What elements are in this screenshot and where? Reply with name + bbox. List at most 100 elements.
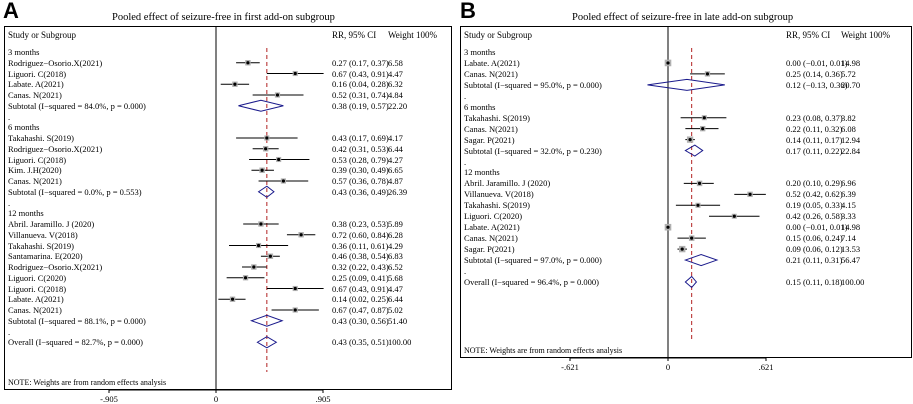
point-estimate xyxy=(259,222,263,226)
subtotal-diamond xyxy=(249,314,284,327)
point-estimate xyxy=(705,72,710,76)
point-estimate xyxy=(688,138,692,142)
row-label-group: 6 months xyxy=(464,101,496,112)
point-estimate xyxy=(265,136,269,140)
point-estimate xyxy=(702,116,706,120)
point-estimate xyxy=(264,147,268,151)
row-effect-ci: 0.42 (0.31, 0.53) xyxy=(332,143,389,154)
col-header-weight-b: Weight 100% xyxy=(841,30,891,40)
point-estimate xyxy=(697,181,702,185)
row-effect-ci: 0.21 (0.11, 0.31) xyxy=(786,255,843,266)
row-label-overall: Overall (I−squared = 96.4%, p = 0.000) xyxy=(464,276,599,287)
row-weight: 5.89 xyxy=(388,219,403,229)
row-label-subtotal: Subtotal (I−squared = 88.1%, p = 0.000) xyxy=(8,315,146,326)
row-weight: 14.98 xyxy=(841,222,861,233)
row-label-group: 3 months xyxy=(8,47,40,57)
row-effect-ci: 0.14 (0.02, 0.25) xyxy=(332,294,389,305)
row-weight: 22.84 xyxy=(841,145,861,156)
forest-plot-svg-b xyxy=(569,26,767,361)
col-header-study-a: Study or Subgroup xyxy=(8,30,77,40)
x-tick-label: .905 xyxy=(315,394,331,404)
row-weight: 4.27 xyxy=(388,154,403,165)
row-effect-ci: 0.43 (0.35, 0.51) xyxy=(332,337,389,348)
row-effect-ci: 0.25 (0.09, 0.41) xyxy=(332,272,389,283)
point-estimate xyxy=(748,192,752,196)
row-label-study: Labate. A(2021) xyxy=(8,294,64,305)
row-weight: 6.58 xyxy=(388,57,403,68)
row-label-group: 12 months xyxy=(464,167,500,178)
col-header-effect-b: RR, 95% CI xyxy=(786,30,831,40)
row-weight: 26.39 xyxy=(388,186,408,197)
row-label-study: Sagar. P(2021) xyxy=(464,134,515,145)
row-effect-ci: 0.72 (0.60, 0.84) xyxy=(332,229,389,240)
row-label-study: Kim. J.H(2020) xyxy=(8,165,62,176)
point-estimate xyxy=(256,243,261,248)
row-weight: 6.65 xyxy=(388,165,403,176)
row-effect-ci: 0.22 (0.11, 0.32) xyxy=(786,123,843,134)
row-effect-ci: 0.12 (−0.13, 0.36) xyxy=(786,79,848,90)
point-estimate xyxy=(243,276,248,280)
row-effect-ci: 0.00 (−0.01, 0.01) xyxy=(786,57,848,68)
x-tick-label: -.621 xyxy=(561,362,579,372)
footnote-b: NOTE: Weights are from random effects an… xyxy=(464,346,623,355)
row-label-dot: . xyxy=(8,111,11,122)
forest-plot-first-add-on: A Pooled effect of seizure-free in first… xyxy=(0,0,452,404)
row-effect-ci: 0.67 (0.47, 0.87) xyxy=(332,305,389,315)
row-weight: 6.39 xyxy=(841,189,856,200)
x-tick-label: 0 xyxy=(213,394,219,404)
row-label-study: Rodriguez−Osorio.X(2021) xyxy=(8,143,103,154)
point-estimate xyxy=(690,236,694,240)
x-tick-label: -.905 xyxy=(100,394,118,404)
point-estimate xyxy=(252,265,256,269)
point-estimate xyxy=(666,225,670,229)
row-label-study: Takahashi. S(2019) xyxy=(8,133,74,143)
row-effect-ci: 0.16 (0.04, 0.28) xyxy=(332,79,389,90)
point-estimate xyxy=(275,93,280,97)
row-label-study: Villanueva. V(2018) xyxy=(8,229,78,240)
row-label-study: Canas. N(2021) xyxy=(8,305,62,315)
point-estimate xyxy=(230,297,235,301)
row-label-subtotal: Subtotal (I−squared = 95.0%, p = 0.000) xyxy=(464,79,602,90)
col-header-effect-a: RR, 95% CI xyxy=(332,30,377,40)
row-effect-ci: 0.14 (0.11, 0.17) xyxy=(786,134,843,145)
row-label-study: Canas. N(2021) xyxy=(464,68,518,79)
chart-title-b: Pooled effect of seizure-free in late ad… xyxy=(572,12,794,23)
row-effect-ci: 0.17 (0.11, 0.22) xyxy=(786,145,843,156)
point-estimate xyxy=(696,203,700,207)
point-estimate xyxy=(299,233,303,237)
point-estimate xyxy=(293,71,297,76)
row-effect-ci: 0.42 (0.26, 0.58) xyxy=(786,211,843,222)
row-effect-ci: 0.23 (0.08, 0.37) xyxy=(786,112,843,123)
row-effect-ci: 0.15 (0.06, 0.24) xyxy=(786,233,843,244)
row-weight: 6.32 xyxy=(388,79,403,90)
row-weight: 4.47 xyxy=(388,68,403,79)
row-effect-ci: 0.38 (0.19, 0.57) xyxy=(332,100,389,111)
row-label-study: Canas. N(2021) xyxy=(8,90,62,100)
row-effect-ci: 0.15 (0.11, 0.18) xyxy=(786,276,843,287)
point-estimate xyxy=(233,82,237,86)
row-effect-ci: 0.43 (0.17, 0.69) xyxy=(332,133,389,143)
row-weight: 3.33 xyxy=(841,211,856,222)
row-label-subtotal: Subtotal (I−squared = 0.0%, p = 0.553) xyxy=(8,186,142,197)
row-weight: 4.84 xyxy=(388,90,403,100)
row-label-subtotal: Subtotal (I−squared = 84.0%, p = 0.000) xyxy=(8,100,146,111)
row-label-subtotal: Subtotal (I−squared = 97.0%, p = 0.000) xyxy=(464,255,602,266)
row-weight: 6.83 xyxy=(388,251,403,262)
row-effect-ci: 0.52 (0.42, 0.62) xyxy=(786,189,843,200)
row-label-study: Canas. N(2021) xyxy=(464,123,518,134)
row-weight: 100.00 xyxy=(388,337,412,348)
row-label-dot: . xyxy=(8,197,11,208)
row-weight: 51.40 xyxy=(388,315,408,326)
subtotal-diamond xyxy=(257,185,275,198)
row-effect-ci: 0.52 (0.31, 0.74) xyxy=(332,90,389,100)
overall-diamond xyxy=(684,275,698,289)
row-weight: 100.00 xyxy=(841,276,865,287)
footnote-a: NOTE: Weights are from random effects an… xyxy=(8,378,167,387)
row-label-study: Rodriguez−Osorio.X(2021) xyxy=(8,57,103,68)
row-effect-ci: 0.38 (0.23, 0.53) xyxy=(332,219,389,229)
row-label-study: Takahashi. S(2019) xyxy=(8,240,74,251)
row-label-study: Liguori. C(2018) xyxy=(8,68,67,79)
point-estimate xyxy=(680,247,684,251)
forest-plot-svg-a xyxy=(108,26,324,393)
row-label-overall: Overall (I−squared = 82.7%, p = 0.000) xyxy=(8,337,143,348)
